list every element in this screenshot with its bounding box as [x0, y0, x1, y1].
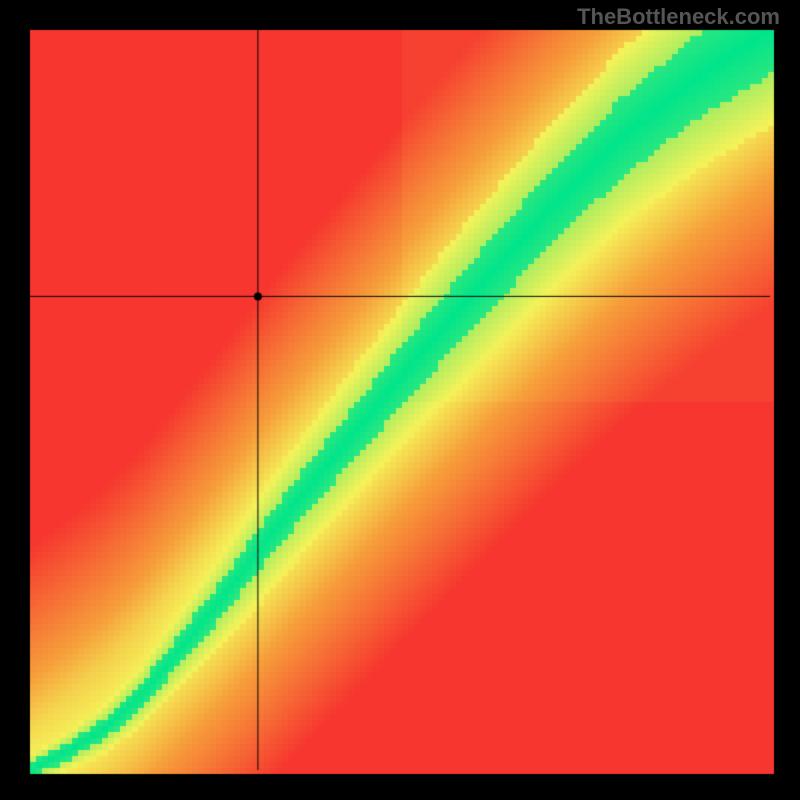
- chart-container: TheBottleneck.com: [0, 0, 800, 800]
- watermark-text: TheBottleneck.com: [577, 4, 780, 30]
- bottleneck-heatmap: [0, 0, 800, 800]
